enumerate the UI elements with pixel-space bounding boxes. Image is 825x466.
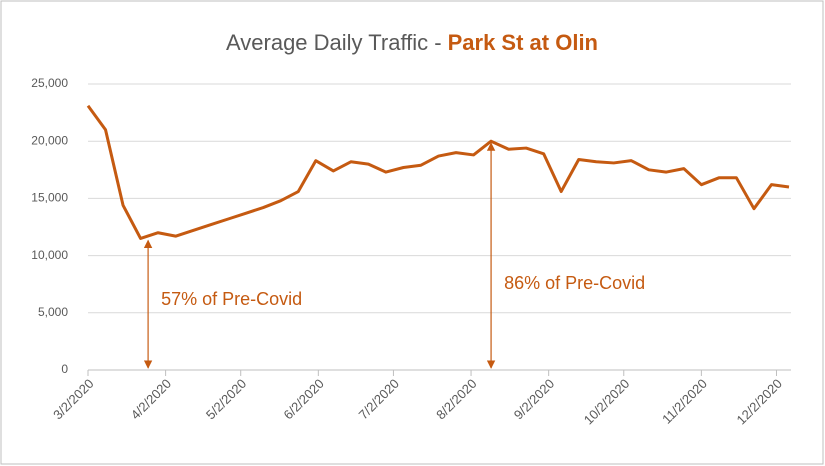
title-highlight: Park St at Olin (448, 30, 598, 55)
title-text: Average Daily Traffic - (226, 30, 442, 55)
y-tick-label: 20,000 (31, 133, 68, 147)
y-tick-label: 10,000 (31, 248, 68, 262)
y-tick-label: 15,000 (31, 191, 68, 205)
y-tick-label: 5,000 (38, 305, 68, 319)
line-series (86, 104, 790, 240)
y-tick-label: 0 (61, 362, 68, 376)
y-tick-label: 25,000 (31, 76, 68, 90)
annotation-text: 86% of Pre-Covid (504, 273, 645, 293)
annotation-text: 57% of Pre-Covid (161, 289, 302, 309)
chart-title: Average Daily Traffic - Park St at Olin (226, 30, 598, 55)
